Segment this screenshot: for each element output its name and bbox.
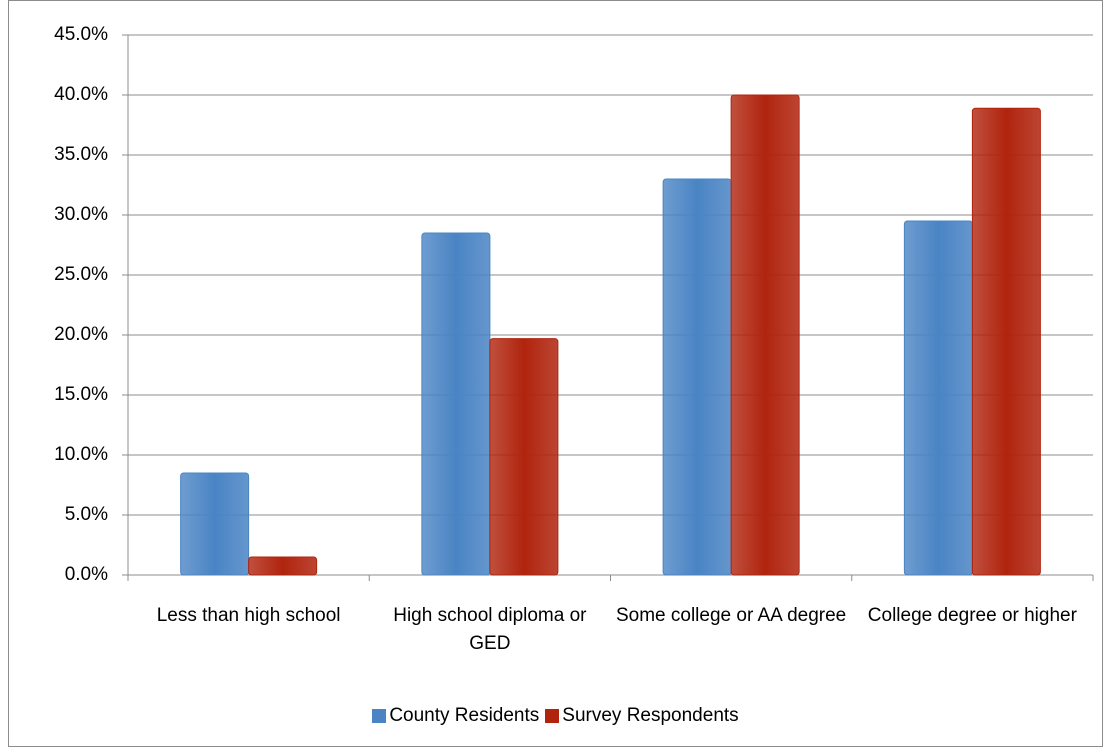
- y-tick-label: 0.0%: [65, 564, 108, 585]
- x-tick-label: Some college or AA degree: [615, 605, 847, 626]
- legend-label: Survey Respondents: [562, 705, 739, 726]
- bar: [971, 107, 1041, 576]
- x-tick-label: Less than high school: [156, 605, 341, 626]
- bar: [903, 220, 973, 576]
- y-tick-label: 10.0%: [54, 444, 108, 465]
- y-tick-label: 45.0%: [54, 24, 108, 45]
- bar: [662, 178, 732, 576]
- y-tick-label: 40.0%: [54, 84, 108, 105]
- legend-item: Survey Respondents: [545, 705, 739, 727]
- x-tick-label: High school diploma or GED: [393, 605, 587, 654]
- y-tick-label: 30.0%: [54, 204, 108, 225]
- bar: [489, 338, 559, 576]
- frame: [8, 0, 1103, 747]
- y-tick-label: 15.0%: [54, 384, 108, 405]
- y-tick-label: 5.0%: [65, 504, 108, 525]
- legend: County Residents Survey Respondents: [0, 705, 1111, 727]
- y-tick-label: 35.0%: [54, 144, 108, 165]
- x-tick-label: College degree or higher: [867, 605, 1077, 626]
- bar: [730, 94, 800, 576]
- y-tick-label: 20.0%: [54, 324, 108, 345]
- legend-swatch: [545, 709, 560, 723]
- y-tick-label: 25.0%: [54, 264, 108, 285]
- legend-item: County Residents: [372, 705, 539, 727]
- legend-swatch: [372, 709, 387, 723]
- bar: [248, 556, 318, 576]
- bar: [180, 472, 250, 576]
- legend-label: County Residents: [389, 705, 540, 726]
- bar: [421, 232, 491, 576]
